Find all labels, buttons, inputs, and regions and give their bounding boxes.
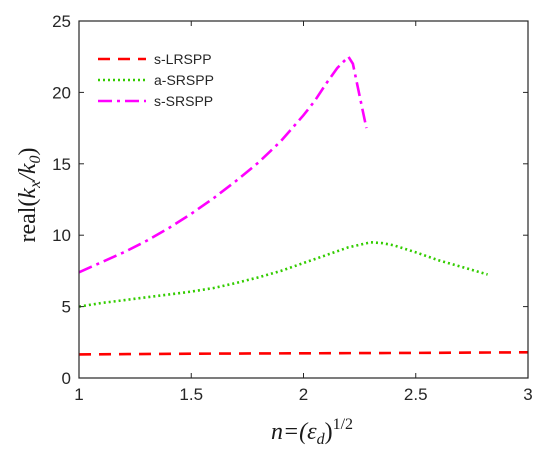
y-tick-label: 20 xyxy=(52,83,71,102)
x-axis-label-epsilon: ε xyxy=(307,419,317,445)
x-tick-label: 2 xyxy=(299,385,308,404)
y-tick-label: 10 xyxy=(52,226,71,245)
x-axis-label-sub: d xyxy=(317,431,326,448)
y-tick-label: 15 xyxy=(52,155,71,174)
y-axis-label-prefix: real( xyxy=(15,199,41,243)
x-axis-label: n=(εd)1/2 xyxy=(271,416,353,448)
y-axis-label-den-sub: 0 xyxy=(27,155,44,163)
y-axis-label: real(kx/k0) xyxy=(15,147,44,242)
x-tick-label: 3 xyxy=(523,385,532,404)
y-tick-label: 25 xyxy=(52,12,71,31)
y-tick-label: 5 xyxy=(62,298,71,317)
x-tick-label: 2.5 xyxy=(404,385,428,404)
y-axis-label-close: ) xyxy=(15,147,41,155)
series-line-s-LRSPP xyxy=(78,351,529,356)
series-line-s-SRSPP xyxy=(78,54,368,274)
legend: s-LRSPP a-SRSPP s-SRSPP xyxy=(98,51,214,109)
plot-frame xyxy=(78,20,529,379)
x-tick-label: 1 xyxy=(74,385,83,404)
plot-content xyxy=(78,54,529,356)
y-axis-label-num-sub: x xyxy=(27,181,44,189)
legend-label-s-LRSPP: s-LRSPP xyxy=(154,51,212,67)
legend-label-a-SRSPP: a-SRSPP xyxy=(154,72,214,88)
y-axis-label-slash: / xyxy=(15,172,41,183)
axes: 1 1.5 2 2.5 3 0 5 10 15 20 25 xyxy=(52,12,533,404)
x-axis-label-close: ) xyxy=(325,419,333,445)
x-axis-label-sup: 1/2 xyxy=(333,416,353,433)
y-axis-label-den: k xyxy=(15,163,41,174)
x-axis-label-n: n=( xyxy=(271,419,309,445)
y-tick-label: 0 xyxy=(62,369,71,388)
x-tick-label: 1.5 xyxy=(179,385,203,404)
series-line-a-SRSPP xyxy=(78,240,488,308)
y-axis-label-num: k xyxy=(15,188,41,199)
legend-label-s-SRSPP: s-SRSPP xyxy=(154,93,213,109)
